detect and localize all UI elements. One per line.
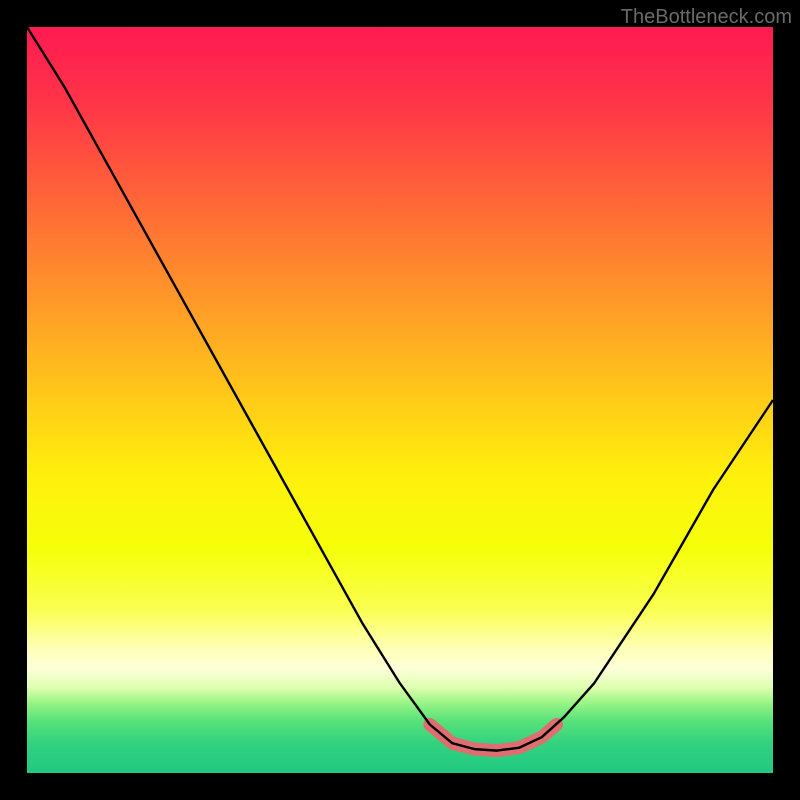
- chart-container: TheBottleneck.com: [0, 0, 800, 800]
- curve-layer: [27, 27, 773, 773]
- watermark-text: TheBottleneck.com: [621, 6, 792, 29]
- bottleneck-curve: [27, 27, 773, 751]
- plot-area: [27, 27, 773, 773]
- highlight-path: [430, 725, 557, 751]
